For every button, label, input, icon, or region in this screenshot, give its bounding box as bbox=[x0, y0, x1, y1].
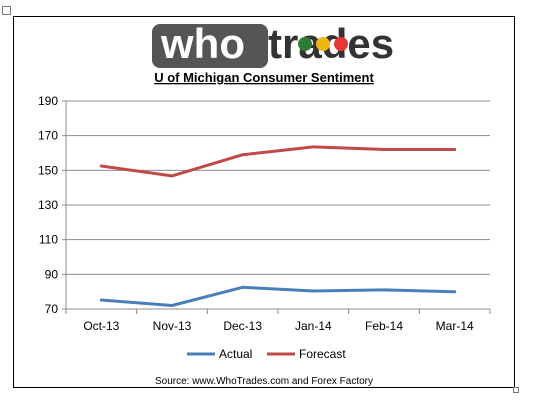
data-point-forecast bbox=[453, 148, 457, 151]
chart-frame bbox=[13, 16, 515, 388]
gridlines bbox=[65, 100, 490, 310]
x-tick-label: Dec-13 bbox=[223, 319, 262, 333]
data-point-actual bbox=[453, 290, 457, 294]
move-handle[interactable] bbox=[2, 6, 11, 15]
whotrades-logo: who trades bbox=[152, 20, 394, 68]
y-tick-label: 190 bbox=[38, 94, 58, 108]
data-point-forecast bbox=[241, 153, 245, 157]
y-tick-label: 170 bbox=[38, 129, 58, 143]
x-tick-label: Mar-14 bbox=[436, 319, 474, 333]
data-point-actual bbox=[99, 298, 103, 302]
logo-who-text: who bbox=[160, 20, 245, 67]
y-tick-label: 90 bbox=[45, 267, 59, 281]
data-point-actual bbox=[241, 285, 245, 289]
legend-label-forecast: Forecast bbox=[299, 347, 346, 361]
data-point-forecast bbox=[382, 148, 386, 151]
source-note: Source: www.WhoTrades.com and Forex Fact… bbox=[155, 376, 373, 387]
x-axis-ticks: Oct-13 Nov-13 Dec-13 Jan-14 Feb-14 Mar-14 bbox=[65, 309, 491, 333]
logo-dot-icon bbox=[334, 37, 348, 51]
y-axis-ticks: 70 90 110 130 150 170 190 bbox=[38, 94, 66, 316]
legend-label-actual: Actual bbox=[219, 347, 252, 361]
data-point-forecast bbox=[170, 174, 174, 178]
chart-title: U of Michigan Consumer Sentiment bbox=[154, 70, 374, 85]
legend: Actual Forecast bbox=[187, 347, 346, 361]
series-line-forecast bbox=[99, 145, 457, 178]
logo-who-background bbox=[152, 24, 268, 68]
y-tick-label: 130 bbox=[38, 198, 58, 212]
data-point-actual bbox=[382, 288, 386, 292]
x-tick-label: Jan-14 bbox=[295, 319, 332, 333]
y-tick-label: 110 bbox=[39, 233, 58, 247]
data-point-forecast bbox=[99, 164, 103, 168]
series-lines bbox=[99, 145, 457, 307]
logo-dot-icon bbox=[298, 37, 312, 51]
data-point-actual bbox=[311, 289, 315, 293]
x-tick-label: Nov-13 bbox=[153, 319, 192, 333]
x-tick-label: Feb-14 bbox=[365, 319, 403, 333]
logo-trades-text: trades bbox=[268, 20, 394, 67]
resize-handle[interactable] bbox=[513, 387, 519, 393]
series-line-actual bbox=[99, 285, 457, 307]
logo-dot-icon bbox=[316, 37, 330, 51]
data-point-forecast bbox=[311, 145, 315, 149]
data-point-actual bbox=[170, 304, 174, 307]
logo-dots-icon bbox=[298, 37, 348, 51]
y-tick-label: 150 bbox=[38, 163, 58, 177]
x-tick-label: Oct-13 bbox=[83, 319, 119, 333]
y-tick-label: 70 bbox=[45, 302, 59, 316]
